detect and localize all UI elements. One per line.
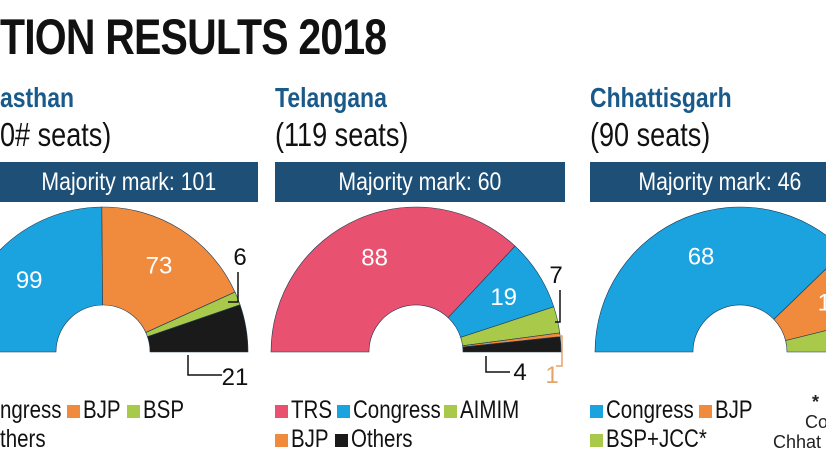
value-label: 1 xyxy=(545,362,558,389)
legend-item-bjp: BJP xyxy=(67,396,129,425)
legend-item-others: thers xyxy=(0,425,46,453)
legend: ngress BJP BSP thers xyxy=(0,396,270,454)
legend-swatch xyxy=(275,404,288,418)
leader-line xyxy=(555,290,561,323)
seats-count: (90 seats) xyxy=(590,116,711,153)
slice-bjp xyxy=(101,206,236,333)
value-label: 6 xyxy=(233,244,246,271)
panel-telangana: Telangana (119 seats) Majority mark: 60 … xyxy=(275,0,570,465)
slice-others xyxy=(462,336,562,353)
footnote-marker: * xyxy=(812,392,820,412)
panel-rajasthan: asthan 0# seats) Majority mark: 101 ngre… xyxy=(0,0,270,465)
value-label: 73 xyxy=(146,252,173,279)
value-label: 4 xyxy=(513,359,526,386)
page-title: TION RESULTS 2018 xyxy=(0,9,387,65)
slice-trs xyxy=(270,206,516,353)
slice-others xyxy=(147,304,249,353)
majority-mark-bar: Majority mark: 101 xyxy=(0,162,258,202)
legend-item-congress: ngress xyxy=(0,396,62,424)
legend-swatch xyxy=(699,404,712,418)
value-label: 88 xyxy=(361,245,388,272)
state-name: Telangana xyxy=(275,82,387,113)
legend-swatch xyxy=(590,433,603,447)
legend-swatch xyxy=(590,404,603,418)
legend-item-bjp: BJP xyxy=(699,396,761,425)
legend-swatch xyxy=(337,404,350,418)
value-label: 15 xyxy=(818,290,826,317)
legend-swatch xyxy=(444,404,457,418)
value-label: 19 xyxy=(490,284,517,311)
seats-count: 0# seats) xyxy=(0,116,112,153)
leader-line xyxy=(187,355,222,376)
panel-chhattisgarh: Chhattisgarh (90 seats) Majority mark: 4… xyxy=(590,0,826,465)
legend-item-bjp: BJP xyxy=(275,425,337,454)
value-label: 21 xyxy=(222,364,249,391)
legend-swatch xyxy=(275,433,288,447)
slice-bsp-jcc- xyxy=(785,330,826,353)
legend-swatch xyxy=(334,433,348,447)
state-name: Chhattisgarh xyxy=(590,82,732,113)
majority-mark-bar: Majority mark: 60 xyxy=(275,162,565,202)
leader-line xyxy=(485,356,510,373)
legend: TRS Congress AIMIM BJP Others xyxy=(275,396,570,454)
legend-item-trs: TRS xyxy=(275,396,341,425)
legend-item-aimim: AIMIM xyxy=(444,396,532,425)
slice-congress xyxy=(0,206,103,353)
state-name: asthan xyxy=(0,82,75,113)
legend-item-congress: Congress xyxy=(337,396,460,425)
leader-line xyxy=(228,272,239,303)
value-label: 7 xyxy=(549,262,562,289)
legend-swatch xyxy=(67,404,81,418)
footnote-text: Chhat xyxy=(773,432,822,452)
slice-congress xyxy=(594,206,826,353)
legend: Congress BJP BSP+JCC* xyxy=(590,396,780,454)
legend-swatch xyxy=(126,404,140,418)
value-label: 68 xyxy=(688,244,715,271)
leader-line xyxy=(556,335,563,367)
legend-item-bsp: BSP xyxy=(126,396,193,425)
footnote-text: Co xyxy=(805,412,826,432)
seats-count: (119 seats) xyxy=(275,116,409,153)
legend-item-bsp-jcc: BSP+JCC* xyxy=(590,425,729,454)
majority-mark-bar: Majority mark: 46 xyxy=(590,162,826,202)
legend-item-others: Others xyxy=(334,425,426,454)
value-label: 99 xyxy=(16,267,43,294)
slice-bjp xyxy=(773,268,826,341)
legend-item-congress: Congress xyxy=(590,396,713,425)
